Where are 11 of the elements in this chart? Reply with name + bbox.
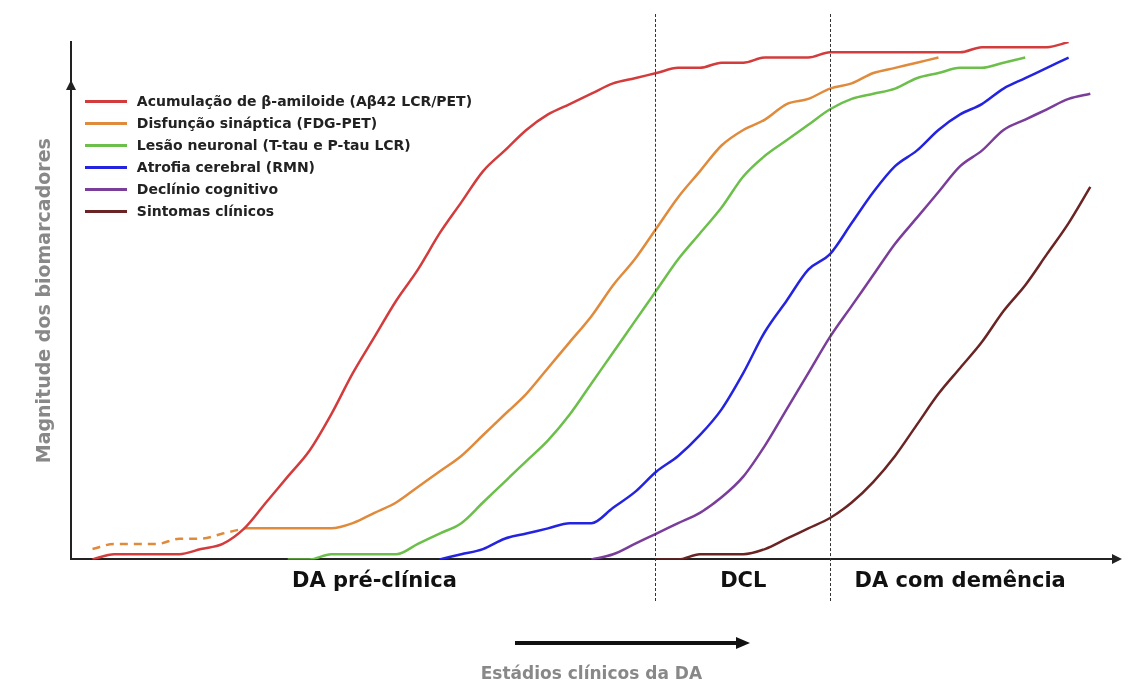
legend-label: Lesão neuronal (T-tau e P-tau LCR) xyxy=(136,137,411,153)
y-axis-title: Magnitude dos biomarcadores xyxy=(32,138,55,464)
x-axis-title: Estádios clínicos da DA xyxy=(480,663,703,684)
legend-label: Atrofia cerebral (RMN) xyxy=(136,159,316,175)
x-tick-label: DCL xyxy=(720,568,767,593)
x-tick-label: DA pré-clínica xyxy=(292,568,457,593)
legend-label: Acumulação de β-amiloide (Aβ42 LCR/PET) xyxy=(136,93,473,109)
legend-label: Sintomas clínicos xyxy=(136,203,275,219)
legend-label: Declínio cognitivo xyxy=(136,181,279,197)
legend-label: Disfunção sináptica (FDG-PET) xyxy=(136,115,378,131)
x-tick-label: DA com demência xyxy=(854,568,1066,593)
